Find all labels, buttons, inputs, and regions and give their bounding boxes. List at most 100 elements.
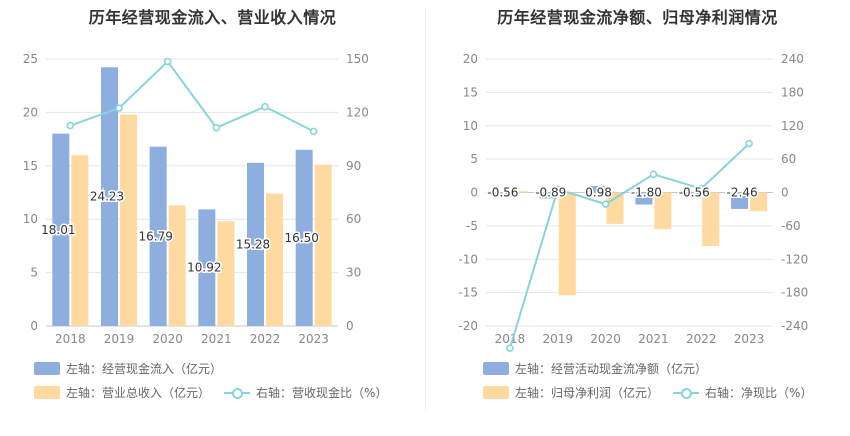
- y-left-tick-label: 0: [30, 319, 38, 333]
- y-left-tick-label: 20: [23, 105, 38, 119]
- legend-item-net-profit[interactable]: 左轴： 归母净利润（亿元）: [483, 384, 659, 401]
- ratio-point: [212, 123, 221, 132]
- ratio-point: [309, 127, 318, 136]
- bar-primary: [198, 209, 216, 326]
- ratio-point: [697, 184, 706, 193]
- x-tick-label: 2022: [250, 332, 281, 346]
- chart-title: 历年经营现金流入、营业收入情况: [88, 8, 337, 27]
- legend-item-cash-inflow[interactable]: 左轴： 经营现金流入（亿元）: [34, 360, 222, 377]
- x-tick-label: 2023: [298, 332, 329, 346]
- bar-secondary: [558, 192, 576, 296]
- bar-secondary: [750, 192, 768, 212]
- legend-prefix: 右轴：: [705, 386, 742, 400]
- chart-panel-cashflow-revenue: 历年经营现金流入、营业收入情况 0 5 10 15 20 25 0 30 60 90 120 150 2…: [23, 8, 401, 401]
- chart-svg: 0 5 10 15 20 25 0 30 60 90 120 150 2018 2019 2020 2021 2…: [23, 52, 369, 346]
- legend-swatch: [34, 362, 60, 375]
- x-tick-label: 2021: [638, 332, 669, 346]
- data-label: -0.89: [535, 186, 566, 200]
- y-right-tick-label: 240: [781, 52, 804, 66]
- y-right-tick-label: -120: [781, 252, 808, 266]
- chart-panel-netcash-profit: 历年经营现金流净额、归母净利润情况 -20 -15 -10 -5 0 5 10 15 20 -24…: [425, 0, 850, 436]
- panel-divider: [425, 10, 426, 410]
- bar-secondary: [266, 193, 283, 326]
- x-tick-label: 2020: [152, 332, 183, 346]
- y-left-tick-label: 25: [23, 52, 38, 66]
- bar-secondary: [314, 164, 332, 326]
- data-label: 10.92: [187, 261, 221, 275]
- legend-item-net-cashflow[interactable]: 左轴： 经营活动现金流净额（亿元）: [483, 360, 707, 377]
- y-right-tick-label: 60: [346, 212, 361, 226]
- y-left-tick-label: -15: [458, 286, 478, 300]
- legend-line-swatch: [673, 386, 700, 400]
- bar-primary: [683, 192, 701, 197]
- bar-primary: [52, 133, 70, 326]
- legend-row-1: 左轴： 经营活动现金流净额（亿元）: [483, 360, 721, 377]
- ratio-point: [163, 57, 172, 66]
- data-label: -2.46: [727, 186, 758, 200]
- ratio-point: [553, 185, 562, 194]
- y-right-tick-label: 120: [346, 105, 369, 119]
- legend-prefix: 左轴：: [515, 386, 552, 400]
- legend-line-swatch: [224, 386, 251, 400]
- y-right-tick-label: 90: [346, 159, 361, 173]
- bar-primary: [491, 192, 509, 197]
- chart-title: 历年经营现金流净额、归母净利润情况: [497, 8, 778, 27]
- x-tick-label: 2022: [686, 332, 717, 346]
- bar-secondary: [702, 192, 720, 246]
- bar-secondary: [120, 114, 137, 326]
- bar-primary: [149, 146, 167, 326]
- y-right-tick-label: -60: [781, 219, 801, 233]
- bar-primary: [247, 162, 264, 326]
- legend-row-2: 左轴： 归母净利润（亿元） 右轴： 净现比（%）: [483, 384, 826, 401]
- x-tick-label: 2020: [590, 332, 621, 346]
- data-label: -0.56: [679, 186, 710, 200]
- legend-row-1: 左轴： 经营现金流入（亿元）: [34, 360, 236, 377]
- y-right-tick-label: -240: [781, 319, 808, 333]
- legend-label: 净现比（%）: [741, 386, 813, 400]
- legend-swatch: [483, 362, 509, 375]
- ratio-point: [66, 121, 75, 130]
- data-label: 16.50: [284, 231, 318, 245]
- y-right-tick-label: 120: [781, 119, 804, 133]
- legend-item-revenue[interactable]: 左轴： 营业总收入（亿元）: [34, 384, 210, 401]
- legend-label: 经营活动现金流净额（亿元）: [551, 362, 708, 376]
- legend-prefix: 右轴：: [256, 386, 293, 400]
- bar-primary: [101, 67, 118, 326]
- bar-secondary: [71, 155, 89, 326]
- bar-secondary: [510, 191, 528, 193]
- data-label: 16.79: [138, 229, 172, 243]
- y-left-tick-label: 5: [30, 266, 38, 280]
- y-right-tick-label: 60: [781, 152, 796, 166]
- chart-svg: -20 -15 -10 -5 0 5 10 15 20 -240 -180 -120 -60 0 60 120…: [458, 52, 808, 353]
- legend-swatch: [34, 386, 60, 399]
- y-left-tick-label: -10: [458, 252, 478, 266]
- bar-primary: [635, 192, 653, 205]
- data-label: -0.56: [487, 186, 518, 200]
- y-left-tick-label: 15: [463, 85, 478, 99]
- ratio-point: [506, 344, 514, 353]
- legend-item-cash-ratio[interactable]: 右轴： 营收现金比（%）: [224, 384, 387, 401]
- y-right-tick-label: 150: [346, 52, 369, 66]
- data-label: -1.80: [631, 186, 662, 200]
- data-label: 0.98: [585, 186, 612, 200]
- bar-secondary: [654, 192, 672, 230]
- y-right-tick-label: 30: [346, 266, 361, 280]
- y-left-tick-label: 10: [23, 212, 38, 226]
- legend-item-net-cash-ratio[interactable]: 右轴： 净现比（%）: [673, 384, 812, 401]
- bar-primary: [295, 149, 313, 326]
- y-right-tick-label: -180: [781, 286, 808, 300]
- x-tick-label: 2018: [495, 332, 526, 346]
- x-tick-label: 2019: [542, 332, 573, 346]
- y-left-tick-label: -20: [458, 319, 478, 333]
- y-right-tick-label: 0: [781, 186, 789, 200]
- y-left-tick-label: 20: [463, 52, 478, 66]
- y-left-tick-label: 10: [463, 119, 478, 133]
- x-tick-label: 2023: [734, 332, 765, 346]
- y-left-tick-label: 5: [470, 152, 478, 166]
- ratio-point: [115, 104, 123, 112]
- data-label: 15.28: [236, 237, 270, 251]
- legend-row-2: 左轴： 营业总收入（亿元） 右轴： 营收现金比（%）: [34, 384, 401, 401]
- ratio-point: [649, 170, 658, 179]
- x-tick-label: 2018: [55, 332, 86, 346]
- y-right-tick-label: 180: [781, 85, 804, 99]
